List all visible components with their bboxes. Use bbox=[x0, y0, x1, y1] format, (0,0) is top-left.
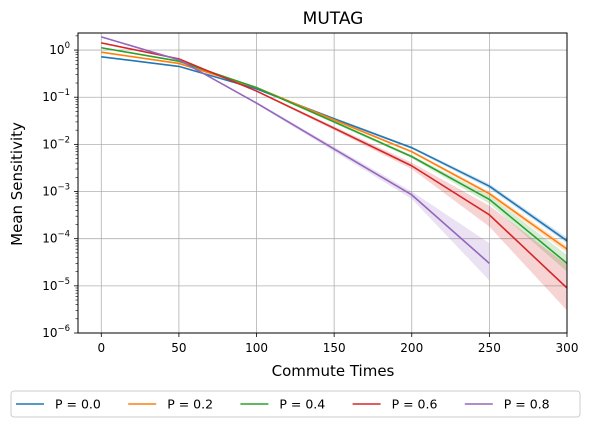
chart-title: MUTAG bbox=[303, 9, 364, 29]
x-tick-label: 250 bbox=[478, 341, 501, 355]
legend-label: P = 0.2 bbox=[167, 397, 213, 412]
line-series-0 bbox=[101, 55, 568, 242]
legend-item: P = 0.0 bbox=[16, 397, 101, 412]
x-tick-label: 0 bbox=[97, 341, 105, 355]
line-series-2 bbox=[101, 46, 568, 264]
y-tick-label: 10−2 bbox=[42, 135, 70, 151]
x-axis-label: Commute Times bbox=[272, 362, 395, 380]
legend: P = 0.0 P = 0.2 P = 0.4 P = 0.6 P = 0.8 bbox=[10, 390, 581, 418]
grid-lines bbox=[78, 33, 568, 334]
line-series-3 bbox=[101, 42, 568, 289]
x-tick-label: 150 bbox=[323, 341, 346, 355]
y-tick-label: 100 bbox=[49, 41, 70, 57]
line-series-4 bbox=[101, 36, 490, 264]
legend-item: P = 0.8 bbox=[464, 397, 550, 412]
y-axis-ticks: 10−6 10−5 10−4 10−3 10−2 10−1 100 bbox=[42, 35, 78, 340]
y-tick-label: 10−5 bbox=[42, 277, 70, 293]
x-tick-label: 50 bbox=[171, 341, 186, 355]
x-axis-ticks: 0 50 100 150 200 250 300 bbox=[97, 333, 578, 355]
y-tick-label: 10−1 bbox=[42, 88, 70, 104]
plot-frame bbox=[77, 32, 568, 334]
y-tick-label: 10−3 bbox=[42, 183, 70, 199]
y-tick-label: 10−4 bbox=[42, 230, 70, 246]
line-series-1 bbox=[101, 51, 568, 250]
legend-item: P = 0.2 bbox=[128, 397, 213, 412]
x-tick-label: 200 bbox=[400, 341, 423, 355]
y-tick-label: 10−6 bbox=[42, 324, 70, 340]
x-tick-label: 100 bbox=[245, 341, 268, 355]
legend-label: P = 0.6 bbox=[392, 397, 438, 412]
y-axis-label: Mean Sensitivity bbox=[8, 122, 26, 246]
legend-label: P = 0.8 bbox=[504, 397, 550, 412]
legend-item: P = 0.6 bbox=[352, 397, 438, 412]
legend-label: P = 0.0 bbox=[55, 397, 101, 412]
legend-frame bbox=[10, 390, 581, 418]
series-lines bbox=[101, 36, 568, 289]
x-tick-label: 300 bbox=[556, 341, 579, 355]
legend-item: P = 0.4 bbox=[240, 397, 325, 412]
legend-label: P = 0.4 bbox=[279, 397, 325, 412]
